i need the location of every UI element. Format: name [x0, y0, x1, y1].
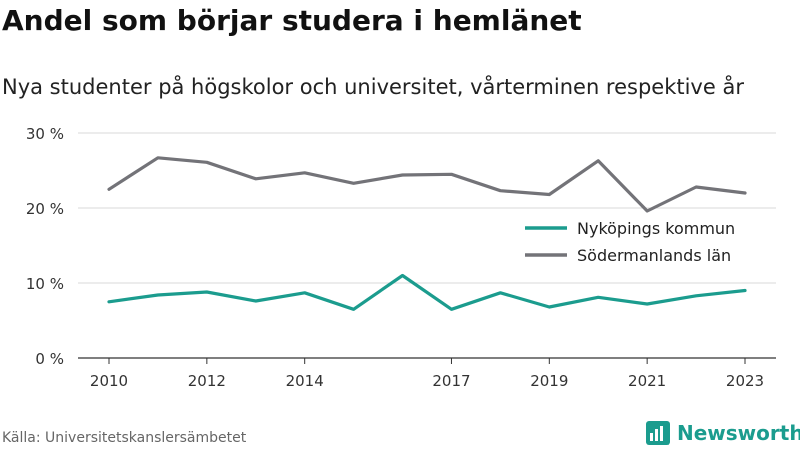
x-tick-label: 2014 [286, 372, 324, 390]
x-tick-label: 2023 [726, 372, 764, 390]
y-tick-label: 30 % [26, 125, 64, 143]
x-tick-label: 2019 [530, 372, 568, 390]
source-note: Källa: Universitetskanslersämbetet [2, 430, 247, 446]
x-tick-label: 2021 [628, 372, 666, 390]
x-tick-label: 2010 [90, 372, 128, 390]
brand-name: Newsworthy [677, 421, 800, 445]
y-tick-label: 10 % [26, 275, 64, 293]
x-tick-label: 2017 [432, 372, 470, 390]
legend-label: Södermanlands län [577, 246, 731, 265]
series-line [107, 273, 747, 311]
x-tick-label: 2012 [188, 372, 226, 390]
legend-label: Nyköpings kommun [577, 219, 735, 238]
chart-title: Andel som börjar studera i hemlänet [2, 4, 582, 37]
line-chart: 0 % 10 % 20 % 30 % 2010 2012 2014 2017 2019 2021 2… [26, 125, 776, 390]
y-tick-label: 20 % [26, 200, 64, 218]
chart-subtitle: Nya studenter på högskolor och universit… [2, 75, 744, 99]
brand-logo[interactable]: Newsworthy [645, 420, 800, 446]
newsworthy-logo-icon [646, 421, 670, 445]
series-line [107, 156, 747, 213]
y-tick-label: 0 % [35, 350, 64, 368]
